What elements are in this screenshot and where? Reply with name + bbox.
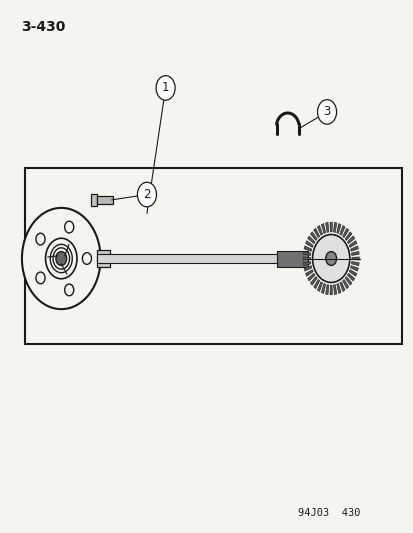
Circle shape [64,221,74,233]
Polygon shape [351,251,358,255]
Circle shape [53,248,69,269]
Circle shape [137,182,156,207]
Polygon shape [347,236,354,244]
Polygon shape [303,246,311,252]
Circle shape [325,252,336,265]
Polygon shape [320,223,325,233]
Polygon shape [310,277,316,285]
Text: 94J03  430: 94J03 430 [297,508,360,518]
Polygon shape [342,228,348,238]
Polygon shape [333,285,336,295]
Polygon shape [336,284,340,294]
Circle shape [22,208,100,309]
Polygon shape [317,282,322,292]
Polygon shape [310,232,316,240]
Polygon shape [339,225,344,235]
Polygon shape [333,222,336,232]
Polygon shape [302,262,310,266]
Polygon shape [336,223,340,233]
Circle shape [56,252,66,265]
Polygon shape [313,228,319,238]
Polygon shape [350,265,358,271]
Polygon shape [305,270,312,276]
Bar [97,196,113,204]
Circle shape [45,238,77,279]
Polygon shape [349,270,356,276]
Bar [25,168,401,344]
Circle shape [36,233,45,245]
Circle shape [317,100,336,124]
Text: 3: 3 [323,106,330,118]
Bar [97,250,109,267]
Polygon shape [351,262,358,266]
Text: 2: 2 [143,188,150,201]
Bar [90,194,97,206]
Polygon shape [349,241,356,247]
Polygon shape [342,279,348,289]
Circle shape [312,235,349,282]
Polygon shape [325,222,328,232]
Polygon shape [329,285,332,295]
Text: 3-430: 3-430 [21,20,65,34]
Polygon shape [329,222,332,232]
Polygon shape [320,284,325,294]
Polygon shape [344,277,351,285]
Polygon shape [303,265,311,271]
Polygon shape [350,246,358,252]
Circle shape [156,76,175,100]
Circle shape [82,253,91,264]
Polygon shape [302,257,310,260]
Polygon shape [339,282,344,292]
Bar [277,251,308,266]
Bar [97,254,287,263]
Polygon shape [307,236,314,244]
Circle shape [64,284,74,296]
Polygon shape [302,251,310,255]
Circle shape [36,272,45,284]
Polygon shape [307,273,314,281]
Polygon shape [351,257,358,260]
Circle shape [56,252,66,265]
Polygon shape [317,225,322,235]
Polygon shape [344,232,351,240]
Polygon shape [347,273,354,281]
Polygon shape [325,285,328,295]
Text: 1: 1 [161,82,169,94]
Polygon shape [313,279,319,289]
Polygon shape [305,241,312,247]
